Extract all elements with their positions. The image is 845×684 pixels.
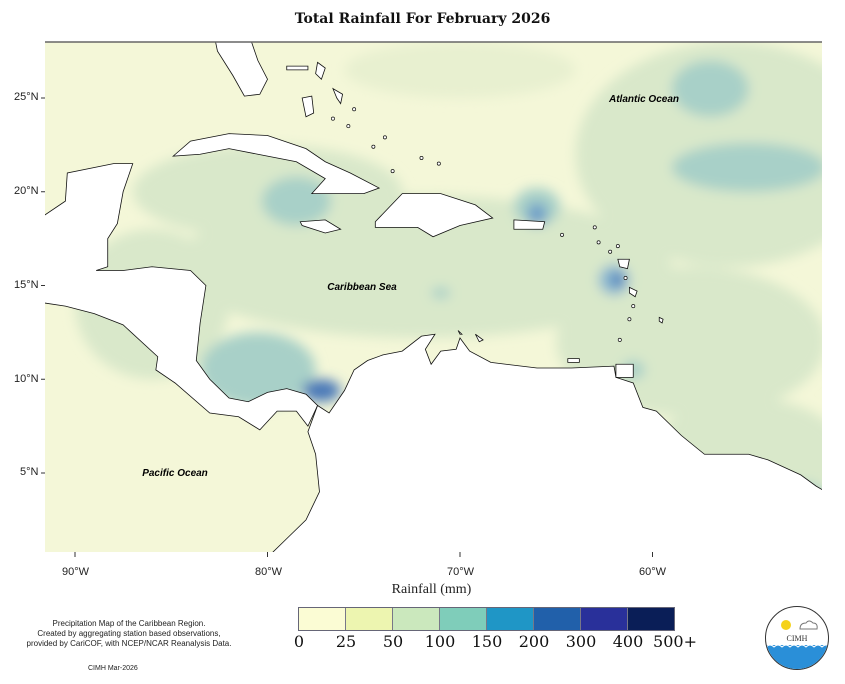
logo-water bbox=[766, 645, 828, 669]
small-island bbox=[390, 169, 395, 174]
land-hispaniola bbox=[374, 193, 494, 238]
legend-break-label: 150 bbox=[471, 632, 503, 651]
legend-break-label: 100 bbox=[424, 632, 456, 651]
land-margarita bbox=[567, 358, 580, 363]
color-bar-bin-1 bbox=[346, 608, 393, 630]
small-island bbox=[560, 232, 564, 237]
rainfall-map: Atlantic Ocean Caribbean Sea Pacific Oce… bbox=[41, 41, 822, 557]
land-cuba bbox=[172, 133, 381, 195]
land-central-america bbox=[45, 163, 319, 431]
land-jamaica bbox=[299, 219, 342, 234]
small-island bbox=[419, 156, 424, 160]
legend-title: Rainfall (mm) bbox=[391, 582, 472, 597]
color-bar-bin-7 bbox=[628, 608, 674, 630]
lon-tick-80w: 80°W bbox=[255, 566, 283, 578]
color-bar-bin-0 bbox=[299, 608, 346, 630]
legend-break-label: 400 bbox=[612, 632, 644, 651]
small-island bbox=[382, 135, 387, 140]
rainfall-region bbox=[671, 143, 822, 192]
land-florida bbox=[215, 42, 268, 97]
legend-break-label: 300 bbox=[565, 632, 597, 651]
rainfall-region bbox=[527, 203, 547, 226]
land-aruba bbox=[457, 330, 463, 335]
land-south-america bbox=[272, 333, 822, 552]
color-bar-bin-5 bbox=[534, 608, 581, 630]
note-line-1: Precipitation Map of the Caribbean Regio… bbox=[52, 619, 206, 628]
land-barbados bbox=[658, 316, 664, 324]
rainfall-region bbox=[612, 272, 624, 288]
cimh-logo: CIMH bbox=[765, 606, 829, 670]
legend-break-label: 500+ bbox=[653, 632, 697, 651]
small-island bbox=[623, 276, 628, 280]
wave-icon bbox=[766, 644, 828, 648]
logo-text: CIMH bbox=[787, 634, 808, 643]
rainfall-region bbox=[302, 379, 341, 402]
lat-tick-10n: 10°N bbox=[14, 373, 39, 385]
color-bar-bin-4 bbox=[487, 608, 534, 630]
sun-icon bbox=[781, 620, 791, 630]
legend-break-label: 25 bbox=[335, 632, 357, 651]
small-island bbox=[631, 304, 636, 309]
small-island bbox=[331, 116, 335, 121]
land-abaco bbox=[315, 61, 326, 80]
note-line-3: provided by CariCOF, with NCEP/NCAR Rean… bbox=[26, 639, 232, 648]
lat-tick-15n: 15°N bbox=[14, 279, 39, 291]
cloud-icon bbox=[799, 620, 818, 630]
lat-tick-25n: 25°N bbox=[14, 91, 39, 103]
legend-break-label: 50 bbox=[382, 632, 404, 651]
note-line-2: Created by aggregating station based obs… bbox=[37, 629, 221, 638]
color-bar-bin-2 bbox=[393, 608, 440, 630]
small-island bbox=[371, 144, 376, 149]
lat-tick-5n: 5°N bbox=[20, 466, 39, 478]
small-island bbox=[608, 249, 613, 254]
land-guadeloupe bbox=[617, 258, 630, 270]
color-bar bbox=[298, 607, 675, 631]
small-island bbox=[592, 225, 597, 230]
small-island bbox=[346, 124, 351, 129]
color-bar-bin-6 bbox=[581, 608, 628, 630]
atlantic-ocean-label: Atlantic Ocean bbox=[608, 94, 679, 105]
lon-tick-70w: 70°W bbox=[447, 566, 475, 578]
land-eleuthera bbox=[332, 87, 344, 105]
pacific-ocean-label: Pacific Ocean bbox=[142, 468, 208, 479]
small-island bbox=[352, 107, 357, 112]
credit: CIMH Mar-2026 bbox=[88, 665, 138, 672]
land-curacao bbox=[475, 333, 484, 343]
rainfall-region bbox=[671, 60, 749, 117]
map-title: Total Rainfall For February 2026 bbox=[294, 11, 551, 27]
small-island bbox=[627, 317, 632, 322]
small-island bbox=[436, 161, 441, 166]
land-trinidad bbox=[615, 363, 634, 378]
land-andros bbox=[301, 95, 315, 118]
rainfall-region bbox=[431, 287, 451, 299]
color-bar-bin-3 bbox=[440, 608, 487, 630]
caribbean-sea-label: Caribbean Sea bbox=[327, 282, 397, 293]
legend-break-label: 200 bbox=[518, 632, 550, 651]
small-island bbox=[596, 240, 601, 245]
land-grand-bahama bbox=[286, 65, 309, 71]
small-island bbox=[615, 244, 620, 249]
land-puerto-rico bbox=[513, 219, 546, 230]
small-island bbox=[617, 337, 622, 342]
lon-tick-60w: 60°W bbox=[639, 566, 667, 578]
lon-tick-90w: 90°W bbox=[62, 566, 90, 578]
rainfall-region bbox=[344, 42, 576, 98]
land-martinique bbox=[629, 286, 638, 298]
rainfall-region bbox=[261, 176, 332, 226]
legend-break-label: 0 bbox=[293, 632, 305, 651]
lat-tick-20n: 20°N bbox=[14, 185, 39, 197]
